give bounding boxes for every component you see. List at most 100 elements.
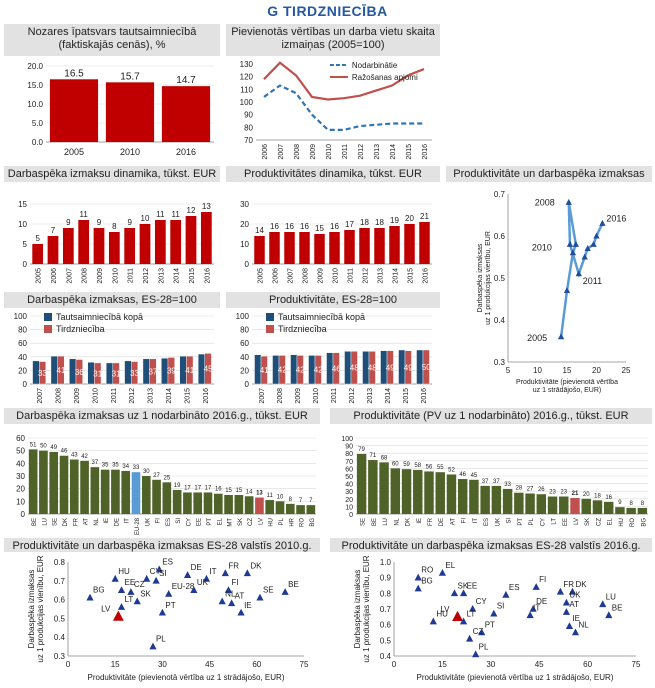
x-tick-label: AT	[84, 518, 90, 526]
x-tick-label: 60	[583, 660, 592, 669]
x-tick-label: 2016	[204, 268, 211, 284]
point-marker	[590, 240, 597, 247]
data-label: 19	[390, 216, 399, 225]
data-label: 71	[370, 453, 377, 459]
chart-title: Produktivitāte, ES-28=100	[226, 292, 440, 308]
data-label: 20	[405, 214, 414, 223]
point-PL	[472, 650, 480, 658]
bar-ES	[480, 485, 490, 514]
chart-svg: 010203040506070809010079SE71BE68LU60NL59…	[341, 436, 648, 527]
y-axis-title: Darbaspēka izmaksas	[353, 570, 362, 649]
x-tick-label: 2007	[66, 268, 73, 284]
x-tick-label: 10	[533, 366, 542, 375]
data-label: 20	[583, 492, 590, 498]
point-label: DE	[191, 563, 202, 572]
bar-2007-1	[39, 361, 47, 385]
data-label: 17	[184, 485, 191, 491]
series-line-0	[263, 84, 424, 131]
x-tick-label: 2008	[277, 388, 284, 404]
data-label: 16	[215, 487, 222, 493]
chart-title: Produktivitāte un darbaspēka izmaksas	[446, 166, 652, 182]
x-axis-title-2: uz 1 strādājošo, EUR)	[533, 387, 601, 394]
y-tick-label: 60	[345, 466, 353, 473]
point-marker	[566, 240, 574, 247]
y-tick-label: 30	[16, 472, 25, 481]
point-FI	[532, 583, 540, 590]
bar-2013-1	[368, 351, 376, 385]
data-label: 11	[80, 210, 89, 219]
y-tick-label: 10	[18, 220, 27, 229]
data-label: 19	[174, 483, 181, 489]
x-tick-label: UK	[495, 518, 501, 526]
bar-IT	[469, 479, 479, 514]
y-tick-label: 90	[345, 444, 353, 451]
chart-svg: 0.0 5.0 10.0 15.0 20.0 16.5 2005 15.7 2010 14.7 20…	[27, 62, 214, 157]
chart-c9: Produktivitāte (PV uz 1 nodarbināto) 201…	[330, 408, 652, 532]
y-tick-label: 15.0	[27, 81, 43, 90]
data-label: 23	[560, 490, 567, 496]
x-tick-label: HR	[289, 517, 295, 526]
x-tick-label: 2015	[408, 268, 415, 284]
x-tick-label: 2010	[112, 268, 119, 284]
data-label: 15	[315, 224, 324, 233]
y-tick-label: 0.7	[380, 605, 392, 614]
x-tick-label: 2011	[348, 268, 355, 283]
point-label: PT	[165, 601, 175, 610]
point-CY	[469, 605, 477, 612]
x-tick-label: DK	[406, 518, 412, 526]
y-tick-label: 120	[240, 73, 254, 82]
x-tick-label: MT	[228, 518, 234, 527]
trajectory-line	[559, 202, 604, 337]
x-tick-label: SE	[53, 518, 59, 526]
x-tick-label: 2006	[273, 268, 280, 284]
point-SI	[152, 576, 160, 584]
point-CZ	[466, 634, 474, 642]
x-tick-label: 2008	[294, 144, 301, 160]
point-BG	[414, 584, 422, 592]
x-tick-label: RO	[300, 518, 306, 527]
point-label: CY	[150, 567, 162, 576]
point-label: BG	[93, 586, 105, 595]
bar-HR	[285, 503, 295, 514]
bar-FI	[152, 479, 161, 514]
data-label: 31	[112, 369, 121, 378]
y-tick-label: 80	[244, 123, 253, 132]
bar-2009	[93, 228, 105, 264]
data-label: 48	[368, 364, 377, 373]
point-marker	[593, 232, 600, 239]
point-marker	[572, 240, 579, 247]
x-tick-label: 2010	[333, 268, 340, 284]
y-tick-label: 50	[16, 447, 25, 456]
x-tick-label: 2013	[378, 268, 385, 284]
chart-title: Nozares īpatsvars tautsaimniecībā (fakti…	[4, 24, 220, 56]
point-marker	[584, 245, 591, 252]
x-tick-label: 2016	[203, 388, 210, 404]
x-tick-label: 60	[252, 660, 261, 669]
point-SK	[450, 589, 459, 597]
data-label: 49	[386, 363, 395, 372]
point-label: LT	[124, 595, 133, 604]
point-marker	[581, 253, 588, 260]
point-NL	[571, 628, 580, 636]
bar-2015	[185, 216, 197, 264]
point-UK	[562, 598, 571, 606]
legend-label: Tirdzniecība	[56, 324, 105, 334]
x-tick-label: IE	[417, 518, 423, 524]
data-label: 43	[71, 453, 78, 459]
x-tick-label: PL	[529, 517, 535, 525]
data-label: 15	[236, 488, 243, 494]
x-tick-label: DE	[114, 518, 120, 526]
y-tick-label: 0.8	[54, 558, 66, 567]
y-tick-label: 70	[345, 459, 353, 466]
point-CY	[143, 574, 151, 582]
x-tick-label: AT	[450, 518, 456, 526]
chart-svg: 0 5 10 15 5 2005 7 2006 9 2007 11 2008 9 2009 8 2010 9 20…	[18, 200, 214, 284]
data-label: 17	[194, 485, 201, 491]
y-tick-label: 0.4	[54, 633, 66, 642]
data-label: 17	[205, 485, 212, 491]
bar-2005	[254, 236, 265, 264]
y-tick-label: 0	[349, 512, 353, 519]
x-tick-label: LU	[383, 518, 389, 526]
y-tick-label: 10.0	[27, 100, 43, 109]
bar-2012	[359, 228, 370, 264]
